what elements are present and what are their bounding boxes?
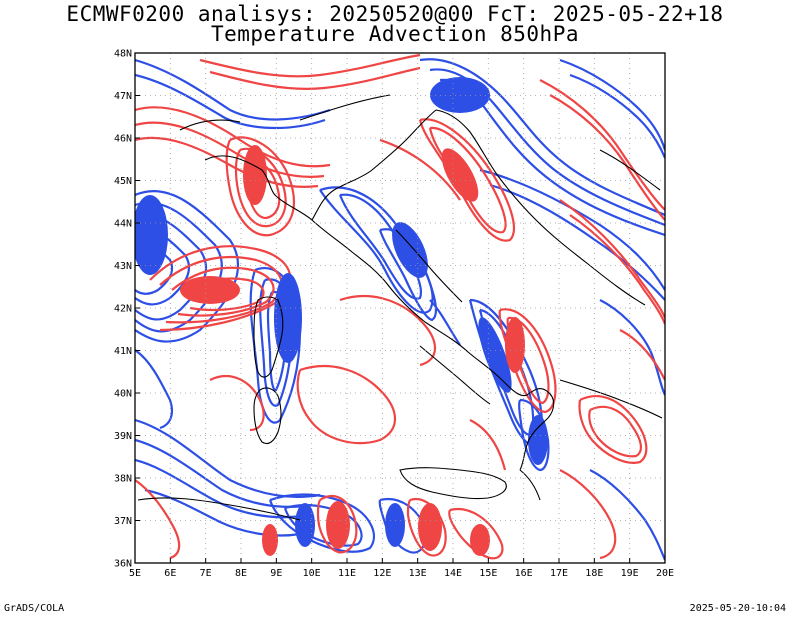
- chart-subtitle: Temperature Advection 850hPa: [210, 22, 579, 46]
- lat-tick-label: 41N: [114, 346, 132, 357]
- lon-tick-label: 9E: [270, 568, 282, 579]
- lat-tick-label: 36N: [114, 559, 132, 570]
- lat-tick-label: 42N: [114, 304, 132, 315]
- graticule: [135, 53, 665, 563]
- lat-tick-label: 37N: [114, 516, 132, 527]
- lon-tick-label: 18E: [585, 568, 603, 579]
- lon-tick-label: 13E: [409, 568, 427, 579]
- lat-tick-label: 38N: [114, 474, 132, 485]
- lat-tick-label: 43N: [114, 261, 132, 272]
- lat-tick-label: 47N: [114, 91, 132, 102]
- lon-tick-label: 20E: [656, 568, 674, 579]
- generation-timestamp: 2025-05-20-10:04: [689, 603, 786, 614]
- lat-tick-label: 48N: [114, 49, 132, 60]
- lon-tick-label: 10E: [303, 568, 321, 579]
- lon-tick-label: 19E: [621, 568, 639, 579]
- lon-tick-label: 6E: [164, 568, 176, 579]
- lat-tick-label: 40N: [114, 389, 132, 400]
- strong-advection-patches: [135, 77, 548, 556]
- lat-tick-label: 44N: [114, 219, 132, 230]
- lon-tick-label: 17E: [550, 568, 568, 579]
- y-axis: 48N 47N 46N 45N 44N 43N 42N 41N 40N 39N 38N 37N 36N: [114, 49, 140, 570]
- software-credit: GrADS/COLA: [4, 603, 65, 614]
- lat-tick-label: 46N: [114, 134, 132, 145]
- chart-title: ECMWF0200 analisys: 20250520@00 FcT: 202…: [66, 2, 724, 26]
- lon-tick-label: 15E: [479, 568, 497, 579]
- x-axis: 5E 6E 7E 8E 9E 10E 11E 12E 13E 14E 15E 16E 17E 18E 19E…: [129, 558, 674, 579]
- lon-tick-label: 12E: [373, 568, 391, 579]
- lat-tick-label: 39N: [114, 431, 132, 442]
- coastlines: [137, 94, 663, 521]
- lat-tick-label: 45N: [114, 176, 132, 187]
- lon-tick-label: 14E: [444, 568, 462, 579]
- lon-tick-label: 8E: [235, 568, 247, 579]
- warm-advection-contours: [135, 53, 665, 560]
- lon-tick-label: 5E: [129, 568, 141, 579]
- lon-tick-label: 7E: [200, 568, 212, 579]
- lon-tick-label: 11E: [338, 568, 356, 579]
- lon-tick-label: 16E: [515, 568, 533, 579]
